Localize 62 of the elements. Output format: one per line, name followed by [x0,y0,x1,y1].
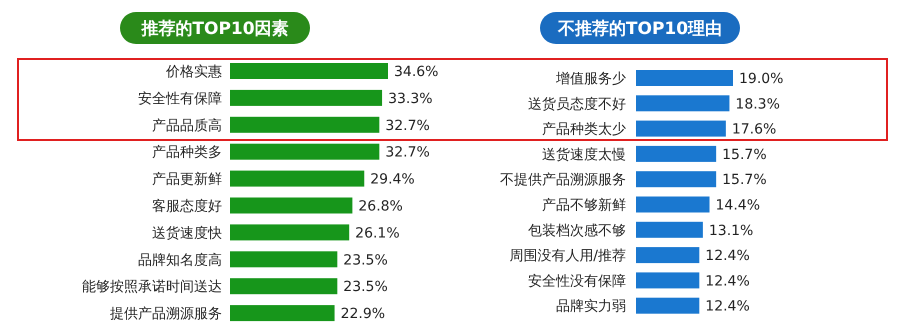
y-tick-label: 提供产品溯源服务 [110,306,222,322]
y-tick-label: 送货速度太慢 [542,146,626,163]
y-tick-label: 包装档次感不够 [528,222,626,239]
data-label: 17.6% [732,122,776,138]
y-tick-label: 安全性没有保障 [528,273,626,290]
y-tick-label: 送货速度快 [152,225,222,242]
bar [230,116,380,133]
y-tick-label: 周围没有人用/推荐 [509,248,626,264]
data-label: 12.4% [705,298,750,315]
bar [230,63,388,79]
y-tick-label: 产品不够新鲜 [542,198,626,214]
bar [230,278,338,294]
data-label: 12.4% [705,273,750,290]
y-tick-label: 产品品质高 [152,118,222,134]
bar [230,224,350,240]
bar [636,298,700,314]
bar [230,170,364,187]
chart-title: 不推荐的TOP10理由 [556,19,722,39]
y-tick-label: 安全性有保障 [138,90,222,107]
bar [636,95,730,112]
y-tick-label: 客服态度好 [152,198,222,214]
data-label: 23.5% [343,279,388,296]
data-label: 23.5% [343,252,388,268]
data-label: 29.4% [370,172,415,188]
data-label: 13.1% [708,222,754,239]
bar [230,251,338,268]
data-label: 18.3% [735,96,780,112]
bar [230,305,335,322]
y-tick-label: 送货员态度不好 [528,96,626,112]
y-tick-label: 增值服务少 [555,71,626,87]
y-tick-label: 产品种类多 [152,144,222,161]
bar [636,120,726,137]
data-label: 14.4% [716,198,760,214]
bar [230,144,380,160]
data-label: 32.7% [385,144,430,161]
data-label: 32.7% [385,118,430,134]
bar [636,247,700,264]
bar [636,171,716,188]
y-tick-label: 产品种类太少 [542,122,626,138]
data-label: 33.3% [388,90,433,107]
bar [230,198,352,214]
data-label: 19.0% [739,71,784,87]
data-label: 15.7% [722,146,767,163]
y-tick-label: 价格实惠 [165,64,222,80]
chart-title: 推荐的TOP10因素 [140,19,289,39]
bar [636,146,716,162]
y-tick-label: 产品更新鲜 [152,172,222,188]
data-label: 26.1% [355,225,400,242]
data-label: 22.9% [340,306,386,322]
bar [636,196,710,212]
y-tick-label: 能够按照承诺时间送达 [82,279,222,296]
y-tick-label: 品牌知名度高 [138,252,222,268]
data-label: 15.7% [722,172,767,188]
bar [636,222,703,238]
data-label: 34.6% [394,64,438,80]
y-tick-label: 品牌实力弱 [556,298,626,315]
data-label: 12.4% [705,248,750,264]
y-tick-label: 不提供产品溯源服务 [500,172,626,188]
bar [636,70,733,86]
data-label: 26.8% [358,198,403,214]
bar [230,90,382,106]
bar [636,272,700,288]
